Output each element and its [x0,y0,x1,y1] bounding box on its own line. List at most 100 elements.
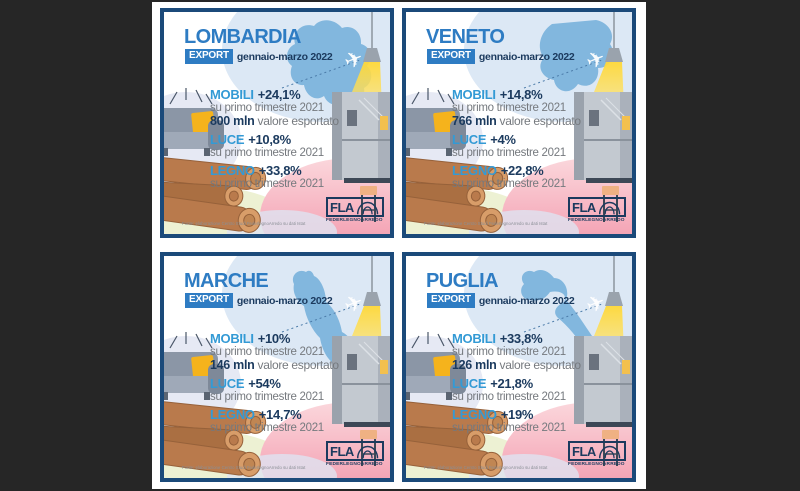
export-period-row: EXPORT gennaio-marzo 2022 [427,293,575,308]
stat-luce-head: LUCE +10,8% [210,133,339,146]
stat-mobili-value: +24,1% [257,87,301,102]
region-title: PUGLIA [426,270,499,292]
logs-illustration [406,156,509,233]
fla-logo-box: FLA [326,197,384,217]
sconce-rays-icon [411,332,455,349]
fla-logo-acronym: FLA [572,443,596,459]
export-badge: EXPORT [427,49,475,64]
stat-mobili: MOBILI +10% su primo trimestre 2021 146 m… [210,332,339,372]
stat-mobili: MOBILI +14,8% su primo trimestre 2021 766… [452,88,581,128]
logs-illustration [164,156,267,233]
region-title: MARCHE [184,270,269,292]
stat-legno-value: +19% [500,407,534,422]
stat-mobili-value: +14,8% [499,87,543,102]
stat-mobili-head: MOBILI +14,8% [452,88,581,101]
cards-grid: ✈ [152,2,646,489]
stat-luce-value: +10,8% [248,132,291,147]
stat-legno-value: +14,7% [258,407,302,422]
fla-logo-box: FLA [568,197,626,217]
stat-mobili-value: +10% [257,331,291,346]
stat-legno-label: LEGNO [210,163,255,178]
stat-luce: LUCE +21,8% su primo trimestre 2021 [452,377,581,403]
stat-legno-label: LEGNO [210,407,255,422]
fla-logo: FLA FEDERLEGNOARREDO [568,197,626,224]
stat-legno-label: LEGNO [452,163,497,178]
stat-luce-label: LUCE [452,376,487,391]
region-title: LOMBARDIA [184,26,301,48]
fla-logo: FLA FEDERLEGNOARREDO [568,441,626,468]
region-map [286,20,372,105]
card-illustration: ✈ [406,12,632,234]
stat-mobili-value: +33,8% [499,331,543,346]
stat-legno-subline: su primo trimestre 2021 [210,178,324,190]
flight-path-line [523,303,603,333]
card-illustration: ✈ [406,256,632,478]
stat-luce: LUCE +10,8% su primo trimestre 2021 [210,133,339,159]
flight-path-line [281,303,361,333]
region-card: ✈ [402,252,636,482]
region-map [539,20,614,92]
export-value-line: 126 mln valore esportato [452,359,581,372]
stat-luce-label: LUCE [210,376,245,391]
region-card: ✈ [160,8,394,238]
fla-logo-arc-icon [598,445,621,459]
stat-legno: LEGNO +14,7% su primo trimestre 2021 [210,408,339,434]
fla-logo-box: FLA [326,441,384,461]
stat-luce-label: LUCE [452,132,487,147]
stat-luce-head: LUCE +54% [210,377,339,390]
region-card: ✈ [402,8,636,238]
source-note: Fonte: elaborazione Centro Studi Federle… [424,465,548,470]
stat-mobili-subline: su primo trimestre 2021 [452,102,566,114]
export-period: gennaio-marzo 2022 [236,50,333,63]
logs-illustration [164,400,267,477]
export-period: gennaio-marzo 2022 [478,294,575,307]
fla-logo-arc-icon [356,201,379,215]
stat-legno-head: LEGNO +33,8% [210,164,339,177]
sofa-illustration [406,352,466,400]
fla-logo: FLA FEDERLEGNOARREDO [326,197,384,224]
stat-luce: LUCE +54% su primo trimestre 2021 [210,377,339,403]
sconce-rays-icon [411,88,455,105]
stat-mobili-subline: su primo trimestre 2021 [452,346,566,358]
stats-block: MOBILI +10% su primo trimestre 2021 146 m… [210,332,339,434]
stat-luce-label: LUCE [210,132,245,147]
stat-legno-head: LEGNO +19% [452,408,581,421]
stat-mobili-subline: su primo trimestre 2021 [210,346,324,358]
sofa-illustration [164,352,224,400]
stats-block: MOBILI +33,8% su primo trimestre 2021 126… [452,332,581,434]
export-value-line: 146 mln valore esportato [210,359,339,372]
flight-path-line [281,59,361,89]
export-value-suffix: valore esportato [257,114,340,128]
stat-legno: LEGNO +22,8% su primo trimestre 2021 [452,164,581,190]
export-badge: EXPORT [185,293,233,308]
stat-legno-subline: su primo trimestre 2021 [210,422,324,434]
source-note: Fonte: elaborazione Centro Studi Federle… [182,221,306,226]
fla-logo-org: FEDERLEGNOARREDO [568,462,625,467]
stat-legno-subline: su primo trimestre 2021 [452,178,566,190]
stat-mobili-head: MOBILI +10% [210,332,339,345]
stat-luce-head: LUCE +21,8% [452,377,581,390]
export-badge: EXPORT [427,293,475,308]
region-title: VENETO [426,26,505,48]
stat-luce-value: +54% [248,376,281,391]
fla-logo-arc-icon [598,201,621,215]
stat-luce-value: +21,8% [490,376,533,391]
stool-illustration [344,422,390,466]
export-period: gennaio-marzo 2022 [478,50,575,63]
stat-legno-value: +33,8% [258,163,302,178]
fla-logo-acronym: FLA [330,199,354,215]
export-value-suffix: valore esportato [499,114,582,128]
stat-legno-head: LEGNO +14,7% [210,408,339,421]
stat-mobili: MOBILI +33,8% su primo trimestre 2021 126… [452,332,581,372]
fla-logo-org: FEDERLEGNOARREDO [568,218,625,223]
stat-mobili-head: MOBILI +33,8% [452,332,581,345]
sofa-illustration [164,108,224,156]
sconce-rays-icon [169,332,213,349]
fla-logo-org: FEDERLEGNOARREDO [326,218,383,223]
fla-logo-arc-icon [356,445,379,459]
region-card: ✈ [160,252,394,482]
export-period-row: EXPORT gennaio-marzo 2022 [185,293,333,308]
stat-luce: LUCE +4% su primo trimestre 2021 [452,133,581,159]
export-value-suffix: valore esportato [257,358,340,372]
